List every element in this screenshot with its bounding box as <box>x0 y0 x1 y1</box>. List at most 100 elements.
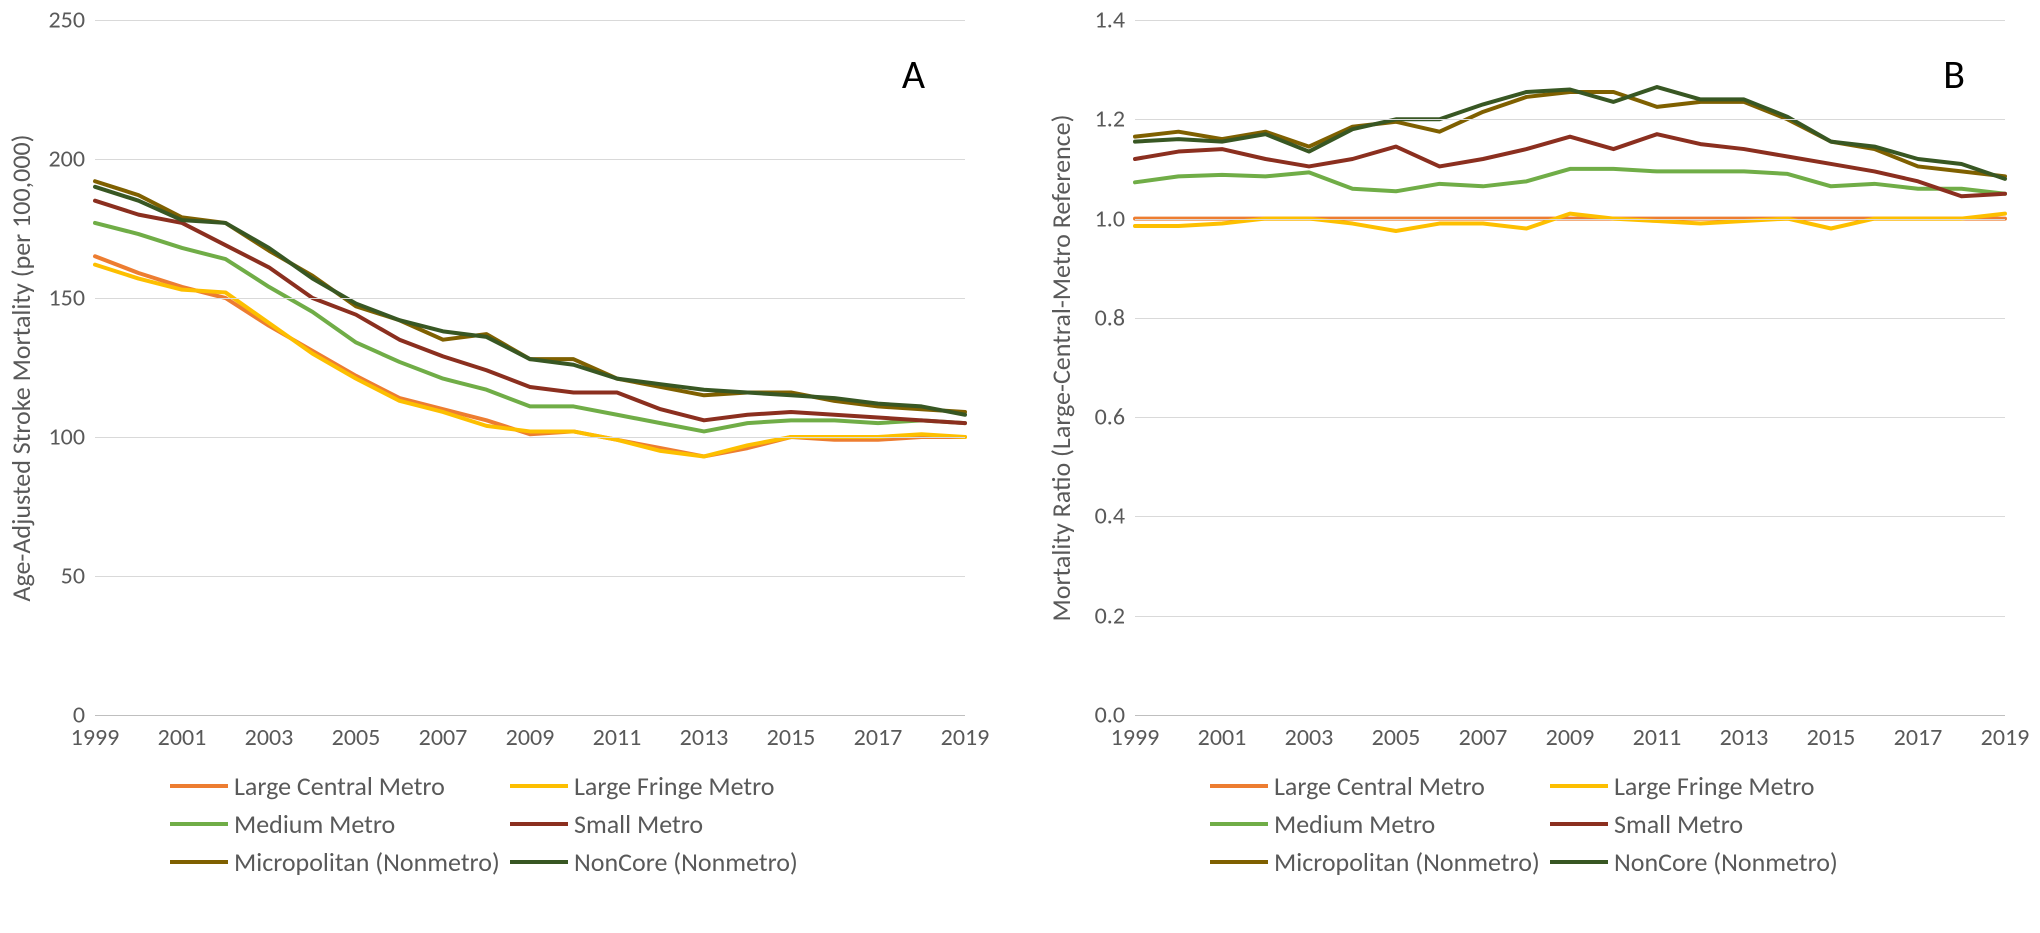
legend-swatch <box>170 860 228 864</box>
x-tick-label: 2013 <box>1720 715 1769 752</box>
panel-b-plot: Mortality Ratio (Large-Central-Metro Ref… <box>1135 20 2005 715</box>
legend-swatch <box>1210 860 1268 864</box>
gridline <box>1135 318 2005 319</box>
legend-item-small-metro: Small Metro <box>510 808 850 840</box>
x-axis-line <box>1135 715 2005 716</box>
series-line-small-metro <box>1135 134 2005 196</box>
legend-item-large-fringe-metro: Large Fringe Metro <box>510 770 850 802</box>
y-tick-label: 200 <box>49 145 96 174</box>
legend-item-large-fringe-metro: Large Fringe Metro <box>1550 770 1890 802</box>
y-tick-label: 100 <box>49 423 96 452</box>
legend-label: Medium Metro <box>1274 808 1435 840</box>
gridline <box>1135 119 2005 120</box>
x-tick-label: 2005 <box>1372 715 1421 752</box>
x-tick-label: 2009 <box>1546 715 1595 752</box>
legend-label: Medium Metro <box>234 808 395 840</box>
x-tick-label: 1999 <box>71 715 120 752</box>
gridline <box>95 576 965 577</box>
legend-swatch <box>510 822 568 826</box>
gridline <box>1135 219 2005 220</box>
legend-item-noncore: NonCore (Nonmetro) <box>510 846 850 878</box>
x-tick-label: 2019 <box>1981 715 2030 752</box>
x-tick-label: 2011 <box>593 715 642 752</box>
x-tick-label: 2003 <box>1285 715 1334 752</box>
legend-label: NonCore (Nonmetro) <box>574 846 798 878</box>
y-tick-label: 0.6 <box>1095 403 1135 432</box>
legend-item-noncore: NonCore (Nonmetro) <box>1550 846 1890 878</box>
panel-b-letter: B <box>1943 50 1965 99</box>
x-tick-label: 2009 <box>506 715 555 752</box>
panel-a-yaxis-title: Age-Adjusted Stroke Mortality (per 100,0… <box>5 134 37 601</box>
x-tick-label: 2017 <box>854 715 903 752</box>
legend-swatch <box>510 784 568 788</box>
legend-item-large-central-metro: Large Central Metro <box>170 770 510 802</box>
panel-a-plot: Age-Adjusted Stroke Mortality (per 100,0… <box>95 20 965 715</box>
legend-label: Large Fringe Metro <box>1614 770 1815 802</box>
series-line-noncore <box>1135 87 2005 179</box>
x-tick-label: 2007 <box>419 715 468 752</box>
gridline <box>95 437 965 438</box>
series-line-large-central-metro <box>95 256 965 456</box>
x-tick-label: 2015 <box>1807 715 1856 752</box>
gridline <box>95 20 965 21</box>
legend-item-medium-metro: Medium Metro <box>170 808 510 840</box>
series-line-large-fringe-metro <box>1135 214 2005 231</box>
legend-label: Micropolitan (Nonmetro) <box>234 846 500 878</box>
legend-label: Small Metro <box>574 808 703 840</box>
legend-item-micropolitan: Micropolitan (Nonmetro) <box>170 846 510 878</box>
legend-swatch <box>510 860 568 864</box>
legend-item-micropolitan: Micropolitan (Nonmetro) <box>1210 846 1550 878</box>
legend-swatch <box>170 784 228 788</box>
gridline <box>1135 516 2005 517</box>
legend-swatch <box>170 822 228 826</box>
gridline <box>1135 616 2005 617</box>
y-tick-label: 0.2 <box>1095 601 1135 630</box>
legend-swatch <box>1210 784 1268 788</box>
panel-a-legend: Large Central Metro Large Fringe Metro Med… <box>170 770 850 878</box>
panel-b-lines <box>1135 20 2005 715</box>
y-tick-label: 1.0 <box>1095 204 1135 233</box>
legend-label: Large Central Metro <box>234 770 445 802</box>
panel-b-legend: Large Central Metro Large Fringe Metro Med… <box>1210 770 1890 878</box>
legend-swatch <box>1210 822 1268 826</box>
x-tick-label: 2013 <box>680 715 729 752</box>
y-tick-label: 0.8 <box>1095 303 1135 332</box>
y-tick-label: 0.4 <box>1095 502 1135 531</box>
x-tick-label: 2001 <box>158 715 207 752</box>
figure: Age-Adjusted Stroke Mortality (per 100,0… <box>0 0 2040 933</box>
x-tick-label: 1999 <box>1111 715 1160 752</box>
legend-item-medium-metro: Medium Metro <box>1210 808 1550 840</box>
y-tick-label: 1.2 <box>1095 105 1135 134</box>
legend-label: Large Central Metro <box>1274 770 1485 802</box>
legend-label: Large Fringe Metro <box>574 770 775 802</box>
legend-item-small-metro: Small Metro <box>1550 808 1890 840</box>
x-tick-label: 2005 <box>332 715 381 752</box>
y-tick-label: 50 <box>61 562 95 591</box>
x-tick-label: 2001 <box>1198 715 1247 752</box>
series-line-small-metro <box>95 201 965 423</box>
legend-label: Small Metro <box>1614 808 1743 840</box>
gridline <box>1135 20 2005 21</box>
legend-swatch <box>1550 860 1608 864</box>
legend-swatch <box>1550 784 1608 788</box>
x-tick-label: 2011 <box>1633 715 1682 752</box>
series-line-noncore <box>95 187 965 415</box>
x-tick-label: 2019 <box>941 715 990 752</box>
gridline <box>95 298 965 299</box>
x-tick-label: 2017 <box>1894 715 1943 752</box>
y-tick-label: 250 <box>49 6 96 35</box>
legend-label: NonCore (Nonmetro) <box>1614 846 1838 878</box>
y-tick-label: 150 <box>49 284 96 313</box>
x-tick-label: 2003 <box>245 715 294 752</box>
x-axis-line <box>95 715 965 716</box>
gridline <box>1135 417 2005 418</box>
x-tick-label: 2007 <box>1459 715 1508 752</box>
legend-label: Micropolitan (Nonmetro) <box>1274 846 1540 878</box>
legend-item-large-central-metro: Large Central Metro <box>1210 770 1550 802</box>
panel-b-yaxis-title: Mortality Ratio (Large-Central-Metro Ref… <box>1045 114 1077 621</box>
panel-a-letter: A <box>902 50 925 99</box>
x-tick-label: 2015 <box>767 715 816 752</box>
y-tick-label: 1.4 <box>1095 6 1135 35</box>
gridline <box>95 159 965 160</box>
legend-swatch <box>1550 822 1608 826</box>
